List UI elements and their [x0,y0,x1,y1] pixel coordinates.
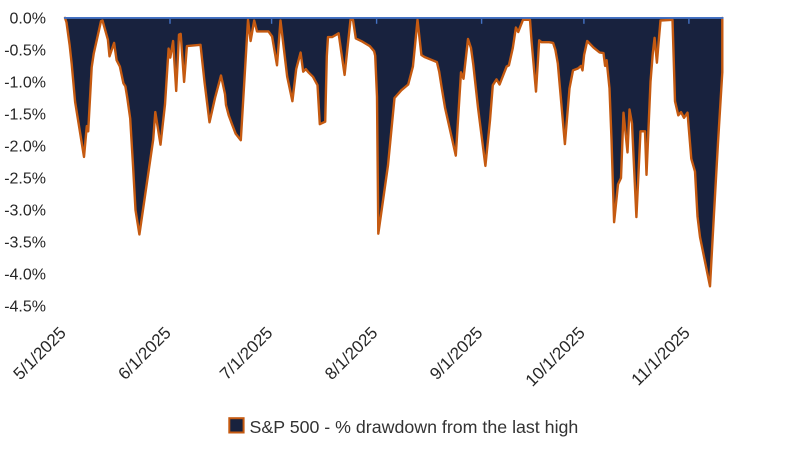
svg-text:-3.0%: -3.0% [4,203,46,220]
svg-text:-4.5%: -4.5% [4,299,46,316]
svg-text:-2.5%: -2.5% [4,170,46,187]
svg-text:-1.0%: -1.0% [4,74,46,91]
svg-text:0.0%: 0.0% [10,10,46,27]
svg-text:-2.0%: -2.0% [4,138,46,155]
svg-text:S&P 500 - % drawdown from the: S&P 500 - % drawdown from the last high [250,417,579,437]
svg-text:-3.5%: -3.5% [4,235,46,252]
svg-text:-4.0%: -4.0% [4,267,46,284]
svg-text:-1.5%: -1.5% [4,106,46,123]
svg-text:-0.5%: -0.5% [4,42,46,59]
